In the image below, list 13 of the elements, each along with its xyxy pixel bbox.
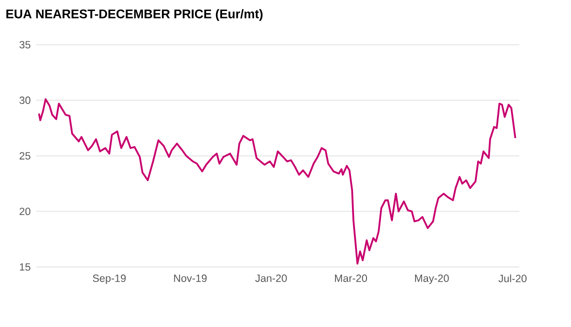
y-tick-label: 15 [20, 263, 30, 271]
y-tick-label: 20 [20, 208, 30, 216]
y-tick-label: 35 [19, 40, 30, 48]
x-tick-label: Jul-20 [498, 274, 527, 282]
line-series [38, 98, 516, 265]
chart-title: EUA NEAREST-DECEMBER PRICE (Eur/mt) [6, 9, 263, 21]
x-tick-label: Mar-20 [335, 274, 367, 282]
x-tick-label: Sep-19 [92, 274, 126, 284]
x-tick-label: May-20 [415, 274, 449, 284]
y-tick-label: 25 [20, 152, 30, 160]
y-tick-label: 30 [19, 96, 30, 104]
x-tick-label: Jan-20 [255, 274, 287, 282]
x-tick-label: Nov-19 [174, 274, 207, 282]
